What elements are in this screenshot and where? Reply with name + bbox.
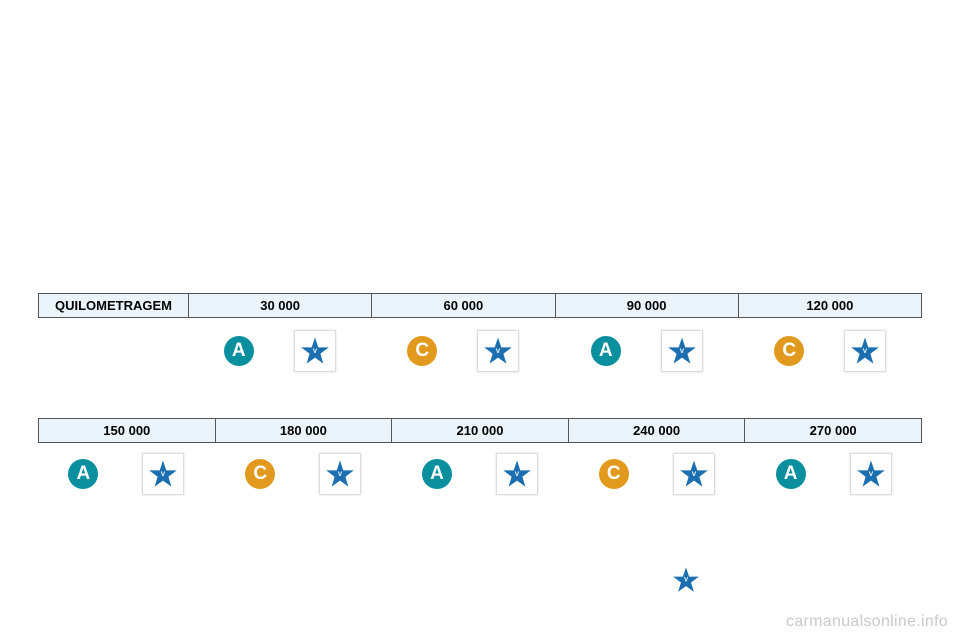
row1-mileage: 60 000 [372, 294, 555, 317]
row1-slot: C V [372, 330, 556, 372]
star-icon: V [844, 330, 886, 372]
svg-text:V: V [161, 471, 166, 478]
row1-icons: A V C V A V C V [38, 330, 922, 372]
row2-slot: C V [568, 453, 745, 495]
row2-mileage: 240 000 [569, 419, 746, 442]
row2-slot: A V [38, 453, 215, 495]
row1-slot: A V [188, 330, 372, 372]
row1-slot: C V [739, 330, 923, 372]
row2-mileage: 150 000 [39, 419, 216, 442]
row1-spacer [38, 330, 188, 372]
row1-mileage: 120 000 [739, 294, 921, 317]
row1-mileage: 90 000 [556, 294, 739, 317]
star-icon: V [496, 453, 538, 495]
svg-text:V: V [680, 348, 685, 355]
star-icon: V [294, 330, 336, 372]
svg-text:V: V [515, 471, 520, 478]
star-icon: V [319, 453, 361, 495]
star-icon: V [673, 453, 715, 495]
row1-header: QUILOMETRAGEM 30 000 60 000 90 000 120 0… [38, 293, 922, 318]
service-badge-c: C [774, 336, 804, 366]
svg-text:V: V [313, 348, 318, 355]
row2-mileage: 210 000 [392, 419, 569, 442]
footnote-star-icon: V [670, 564, 702, 596]
row1-mileage: 30 000 [189, 294, 372, 317]
svg-text:V: V [496, 348, 501, 355]
svg-text:V: V [692, 471, 697, 478]
service-badge-a: A [68, 459, 98, 489]
row2-slot: A V [745, 453, 922, 495]
svg-text:V: V [863, 348, 868, 355]
star-icon: V [850, 453, 892, 495]
svg-text:V: V [868, 471, 873, 478]
service-badge-c: C [599, 459, 629, 489]
service-badge-a: A [591, 336, 621, 366]
row1-label: QUILOMETRAGEM [39, 294, 189, 317]
row2-icons: A V C V A V C V A V [38, 453, 922, 495]
service-badge-a: A [776, 459, 806, 489]
service-badge-a: A [224, 336, 254, 366]
row2-header: 150 000 180 000 210 000 240 000 270 000 [38, 418, 922, 443]
maintenance-schedule: QUILOMETRAGEM 30 000 60 000 90 000 120 0… [38, 293, 922, 495]
row1-slot: A V [555, 330, 739, 372]
row2-mileage: 180 000 [216, 419, 393, 442]
star-icon: V [661, 330, 703, 372]
row2-slot: C V [215, 453, 392, 495]
svg-text:V: V [338, 471, 343, 478]
service-badge-a: A [422, 459, 452, 489]
service-badge-c: C [407, 336, 437, 366]
watermark-text: carmanualsonline.info [786, 613, 948, 631]
star-icon: V [477, 330, 519, 372]
row2-mileage: 270 000 [745, 419, 921, 442]
row2-slot: A V [392, 453, 569, 495]
service-badge-c: C [245, 459, 275, 489]
star-icon: V [142, 453, 184, 495]
